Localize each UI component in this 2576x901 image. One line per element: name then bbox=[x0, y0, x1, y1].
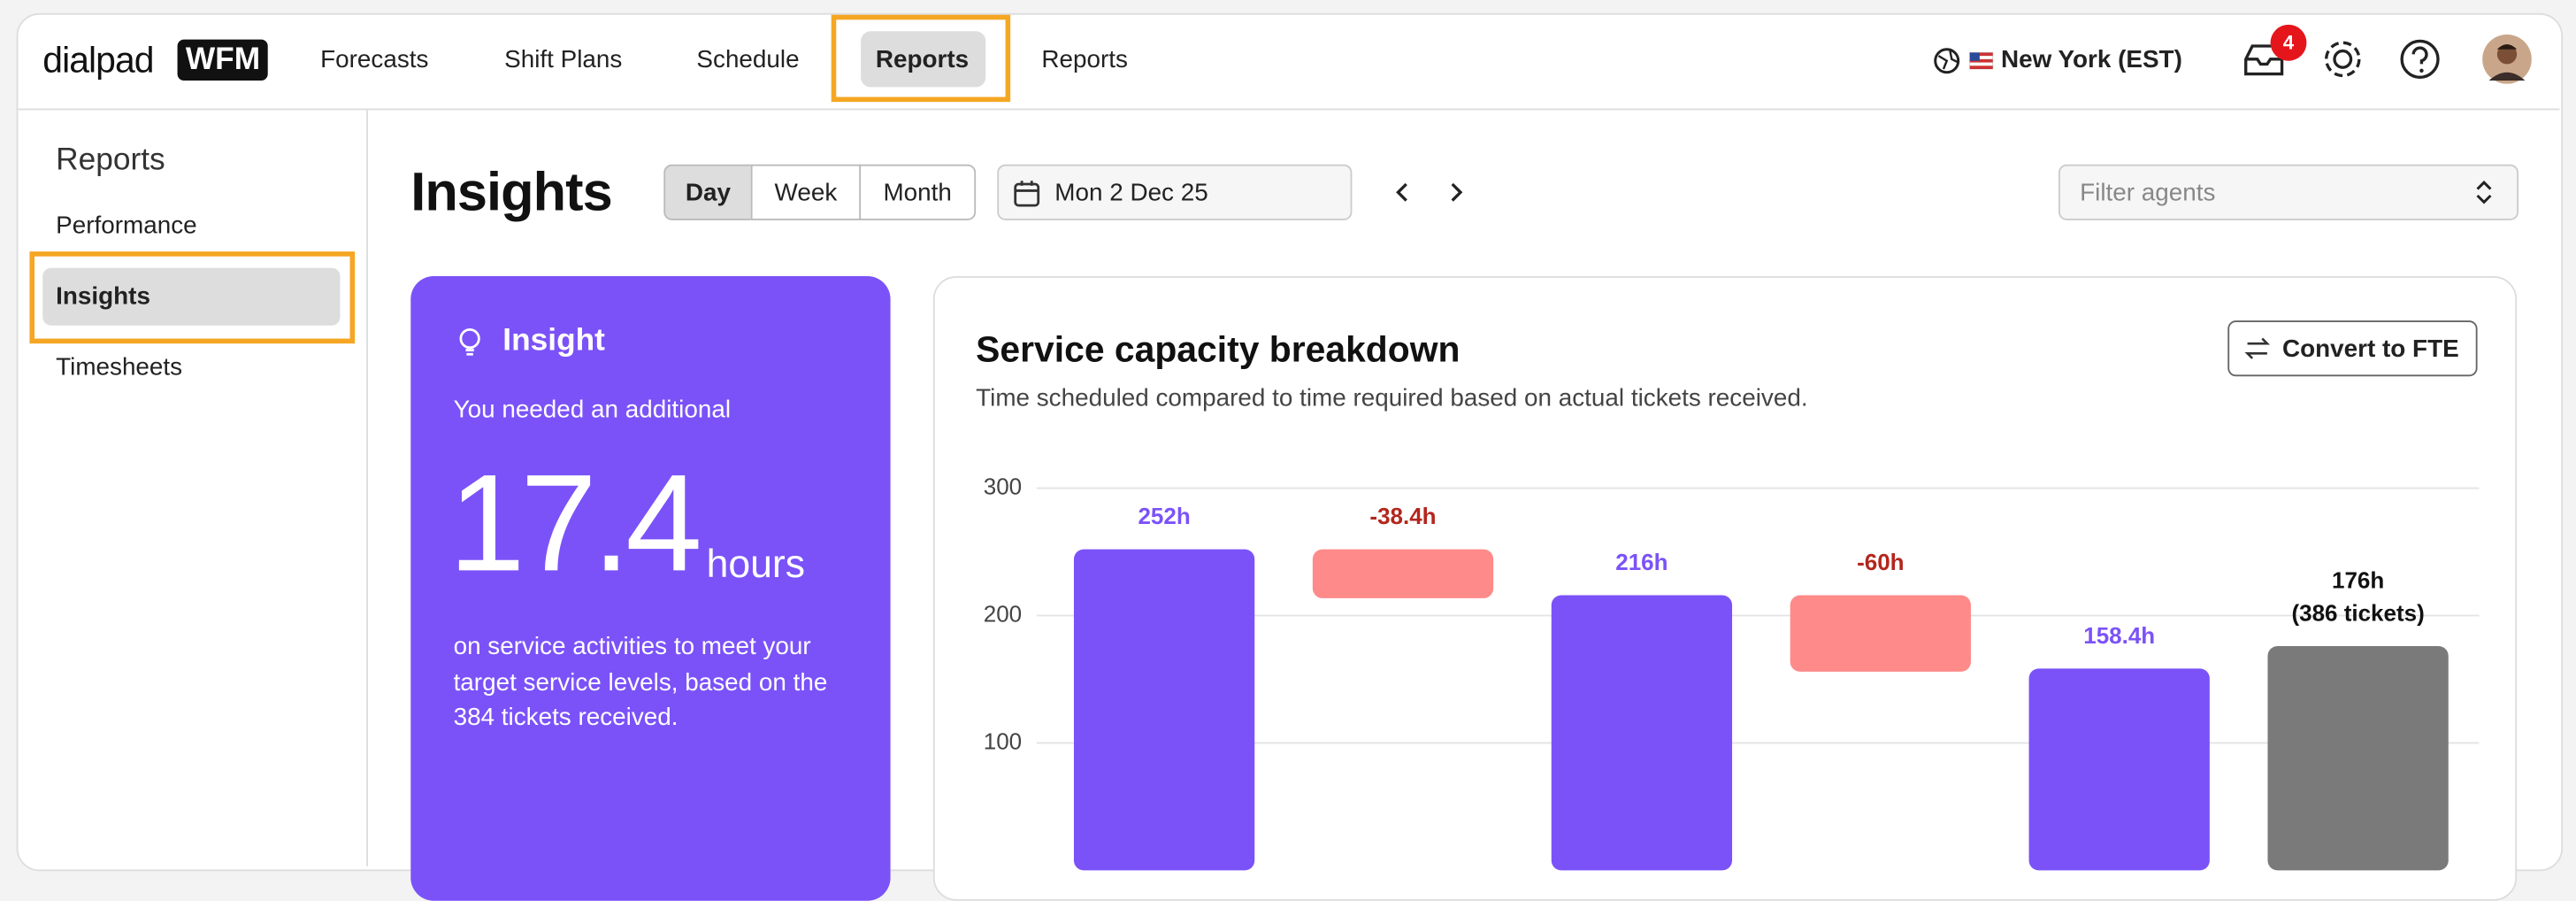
insight-number: 17.4 bbox=[448, 445, 702, 600]
swap-icon bbox=[2244, 337, 2270, 359]
active-pill bbox=[861, 31, 986, 88]
nav-item[interactable]: Schedule bbox=[696, 46, 800, 74]
y-tick-label: 300 bbox=[984, 473, 1022, 499]
sidebar-item[interactable]: Performance bbox=[56, 212, 197, 241]
date-picker[interactable] bbox=[997, 164, 1353, 220]
insight-unit: hours bbox=[706, 542, 806, 588]
value-label: -60h bbox=[1857, 549, 1904, 575]
tz-icons bbox=[1934, 48, 1994, 74]
fte-button[interactable]: Convert to FTE bbox=[2227, 320, 2478, 377]
logo: dialpad bbox=[42, 39, 154, 81]
range-button[interactable]: Month bbox=[859, 164, 977, 220]
chart-subtitle: Time scheduled compared to time required… bbox=[976, 384, 1808, 413]
bar bbox=[1312, 549, 1494, 598]
value-label-note: (386 tickets) bbox=[2291, 600, 2424, 627]
chart-card: Service capacity breakdown Time schedule… bbox=[932, 276, 2518, 901]
value-label: 158.4h bbox=[2083, 622, 2155, 649]
nav-item[interactable]: Forecasts bbox=[320, 46, 429, 74]
avatar[interactable] bbox=[2482, 35, 2532, 84]
divider bbox=[16, 108, 2560, 111]
insight-heading: Insight bbox=[502, 323, 605, 358]
bar bbox=[2267, 646, 2449, 871]
date-text: Mon 2 Dec 25 bbox=[1054, 179, 1208, 208]
bar bbox=[1790, 595, 1971, 672]
y-tick-label: 200 bbox=[984, 600, 1022, 627]
highlight bbox=[29, 251, 356, 344]
agent-filter[interactable] bbox=[2058, 164, 2519, 220]
divider bbox=[366, 110, 369, 866]
sidebar-item[interactable]: Timesheets bbox=[56, 353, 183, 381]
value-label: 176h bbox=[2332, 566, 2384, 593]
bar bbox=[1073, 549, 1255, 871]
viewport: dialpad WFM Forecasts Shift Plans Schedu… bbox=[16, 12, 2564, 901]
select-icon bbox=[2476, 181, 2492, 204]
bar bbox=[1551, 595, 1733, 871]
insight-body: on service activities to meet your targe… bbox=[453, 633, 828, 732]
bulb-icon bbox=[459, 327, 480, 356]
pager-arrows[interactable] bbox=[1388, 178, 1470, 207]
chart: 100 200 300 252h -38.4h 216h -60h 158.4h 176h (38… bbox=[984, 473, 2480, 871]
timezone[interactable]: New York (EST) bbox=[2001, 46, 2182, 74]
filter-placeholder: Filter agents bbox=[2080, 179, 2216, 208]
y-tick-label: 100 bbox=[984, 728, 1022, 754]
value-label: 252h bbox=[1138, 503, 1190, 529]
value-label: -38.4h bbox=[1369, 503, 1436, 529]
bar bbox=[2028, 668, 2210, 871]
sidebar-item-active[interactable]: Insights bbox=[56, 282, 150, 312]
chart-title: Service capacity breakdown bbox=[976, 328, 1460, 370]
nav-item[interactable]: Shift Plans bbox=[504, 46, 623, 74]
highlight bbox=[831, 14, 1011, 103]
page: dialpad WFM Forecasts Shift Plans Schedu… bbox=[16, 12, 2564, 901]
toolbar-icons bbox=[2244, 39, 2440, 79]
insight-card bbox=[410, 276, 891, 901]
sidebar-heading: Reports bbox=[56, 142, 165, 178]
active-pill bbox=[42, 267, 341, 326]
nav-item-active[interactable]: Reports bbox=[875, 46, 970, 74]
notification-badge: 4 bbox=[2270, 24, 2307, 61]
range-button[interactable]: Day bbox=[663, 164, 753, 220]
page-title: Insights bbox=[410, 161, 612, 222]
range-button[interactable]: Week bbox=[750, 164, 862, 220]
value-label: 216h bbox=[1615, 549, 1668, 575]
nav-item[interactable]: Reports bbox=[1041, 46, 1128, 74]
logo-badge: WFM bbox=[177, 39, 269, 81]
calendar-icon bbox=[1014, 181, 1040, 207]
insight-lead: You needed an additional bbox=[453, 396, 732, 425]
